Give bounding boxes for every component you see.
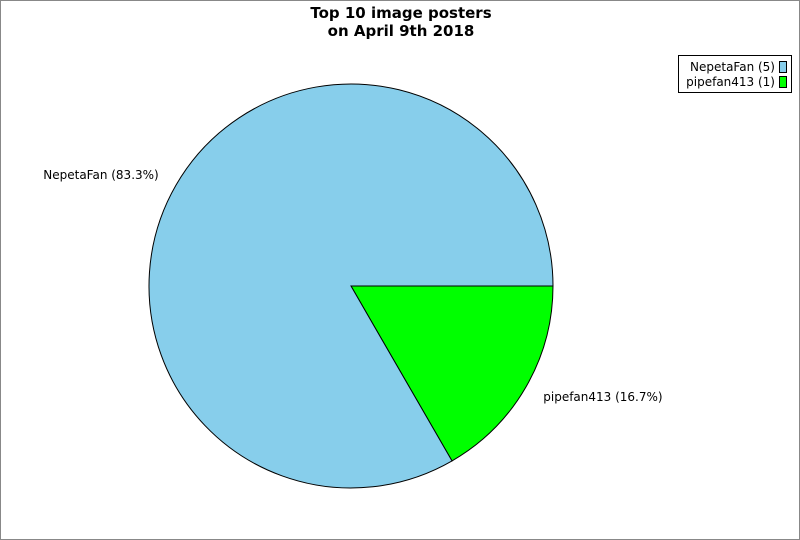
pie-slice-NepetaFan xyxy=(148,83,554,489)
title-line-1: Top 10 image posters xyxy=(310,4,492,22)
legend-item-0: NepetaFan (5) xyxy=(690,59,787,74)
legend-label: NepetaFan (5) xyxy=(690,59,775,74)
legend-swatch xyxy=(779,60,787,73)
chart-title: Top 10 image posters on April 9th 2018 xyxy=(1,4,799,40)
legend: NepetaFan (5) pipefan413 (1) xyxy=(678,55,792,93)
legend-swatch xyxy=(779,75,787,88)
pie-slice-pipefan413 xyxy=(350,285,554,462)
legend-label: pipefan413 (1) xyxy=(686,74,775,89)
slice-label: pipefan413 (16.7%) xyxy=(543,390,662,404)
slice-label: NepetaFan (83.3%) xyxy=(43,168,158,182)
title-line-2: on April 9th 2018 xyxy=(327,22,475,40)
legend-item-1: pipefan413 (1) xyxy=(686,74,787,89)
